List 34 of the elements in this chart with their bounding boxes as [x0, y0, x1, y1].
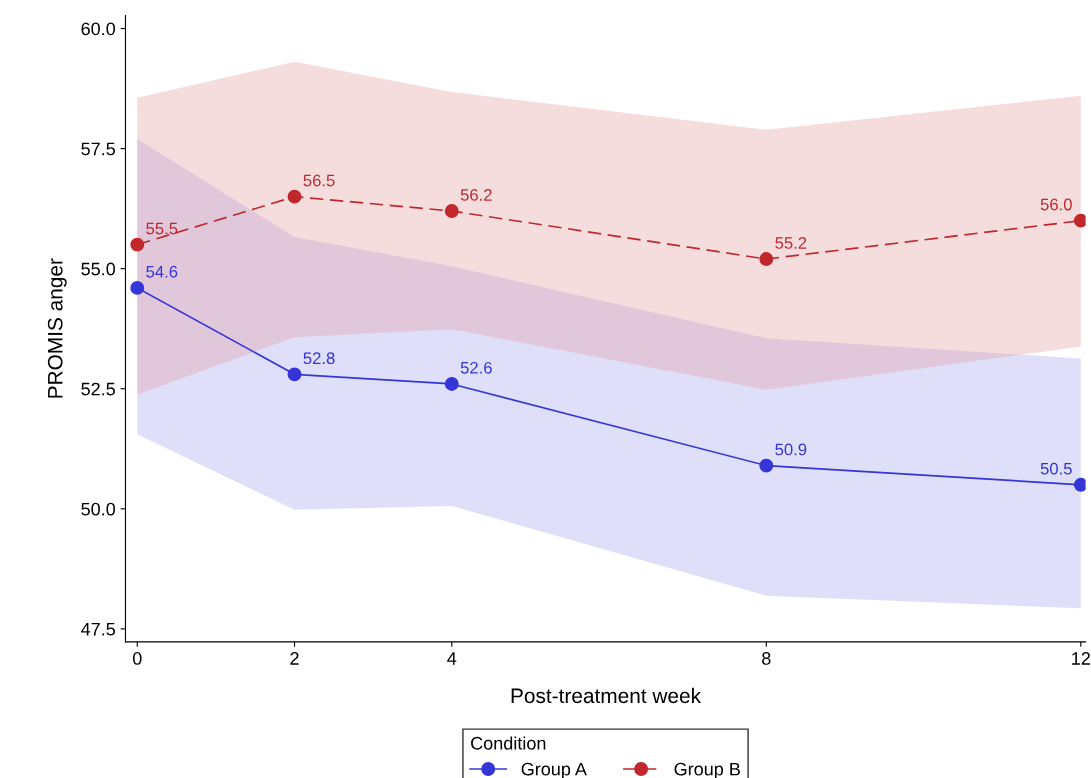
x-tick-label: 12	[1072, 652, 1090, 665]
data-label: 56.2	[460, 188, 492, 201]
point	[759, 458, 774, 473]
point	[1073, 477, 1086, 492]
point	[287, 189, 302, 204]
data-label: 52.6	[460, 361, 492, 374]
point	[287, 367, 302, 382]
point	[130, 280, 145, 295]
data-label: 56.5	[303, 174, 335, 187]
data-label: 50.5	[1040, 462, 1072, 475]
y-axis-title: PROMIS anger	[47, 258, 67, 398]
y-tick-label: 47.5	[81, 623, 115, 636]
x-tick-label: 0	[132, 652, 142, 665]
data-label: 50.9	[775, 443, 807, 456]
point	[759, 252, 774, 267]
point	[444, 376, 459, 391]
x-tick-label: 4	[447, 652, 457, 665]
x-tick-label: 8	[762, 652, 771, 665]
data-label: 54.6	[146, 265, 178, 278]
y-tick-label: 57.5	[81, 142, 115, 156]
point	[1073, 213, 1086, 228]
data-label: 52.8	[303, 352, 335, 365]
legend-title: Condition	[471, 736, 546, 750]
x-axis-title: Post-treatment week	[511, 687, 702, 704]
y-tick-label: 60.0	[81, 22, 116, 36]
x-tick-label: 2	[290, 652, 299, 665]
data-label: 56.0	[1040, 198, 1072, 211]
data-label: 55.5	[146, 222, 178, 235]
data-label: 55.2	[775, 237, 807, 249]
y-tick-label: 55.0	[81, 262, 116, 276]
point	[130, 237, 145, 252]
y-tick-label: 50.0	[81, 502, 116, 516]
y-tick-label: 52.5	[81, 382, 115, 396]
point	[444, 204, 459, 218]
